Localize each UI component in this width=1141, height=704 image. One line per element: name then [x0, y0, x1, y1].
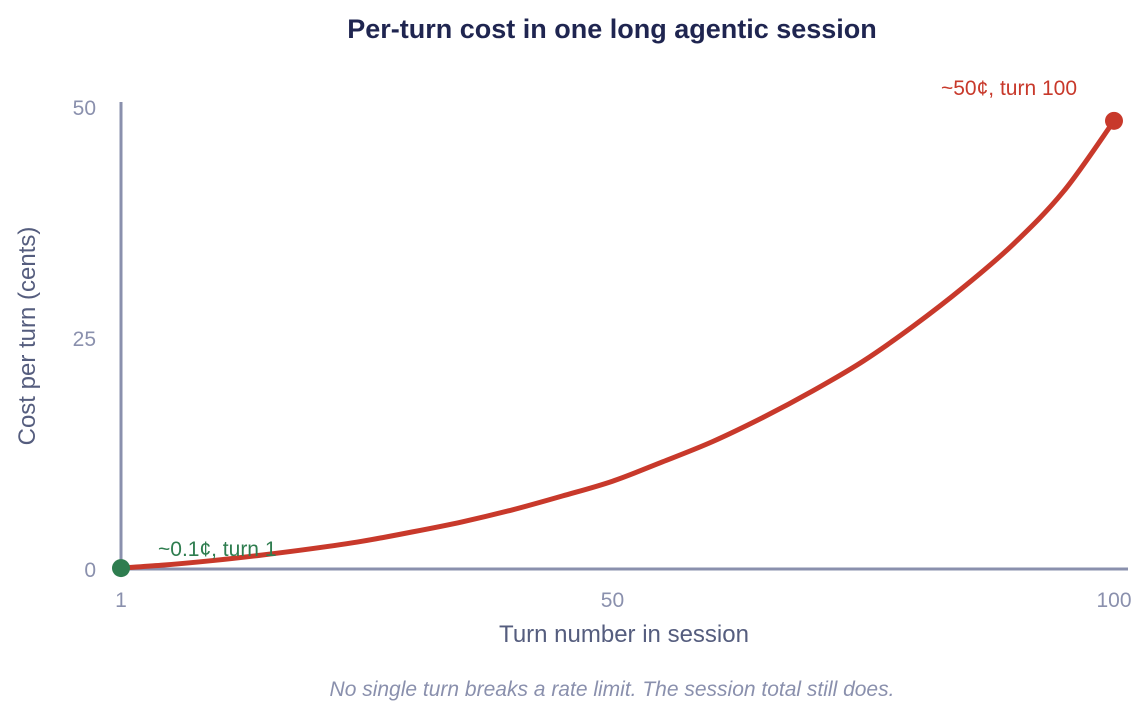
x-tick-label: 1 — [115, 589, 127, 612]
chart-title: Per-turn cost in one long agentic sessio… — [347, 14, 877, 44]
start-point-marker — [112, 559, 130, 578]
x-axis: 1 50 100 — [115, 567, 1132, 612]
x-tick-label: 100 — [1096, 589, 1131, 612]
chart-caption: No single turn breaks a rate limit. The … — [330, 678, 895, 701]
y-tick-label: 25 — [73, 328, 96, 351]
end-point-marker — [1105, 111, 1123, 130]
series-line — [118, 118, 1117, 571]
y-tick-label: 0 — [84, 559, 96, 582]
y-axis: 0 25 50 — [73, 97, 123, 582]
plot-area — [118, 118, 1117, 571]
annotations: ~0.1¢, turn 1 ~50¢, turn 100 — [112, 77, 1123, 578]
y-tick-label: 50 — [73, 97, 96, 120]
start-annotation: ~0.1¢, turn 1 — [158, 538, 277, 561]
x-axis-label: Turn number in session — [499, 621, 749, 648]
end-annotation: ~50¢, turn 100 — [941, 77, 1077, 100]
x-tick-label: 50 — [601, 589, 624, 612]
y-axis-label: Cost per turn (cents) — [14, 227, 41, 446]
